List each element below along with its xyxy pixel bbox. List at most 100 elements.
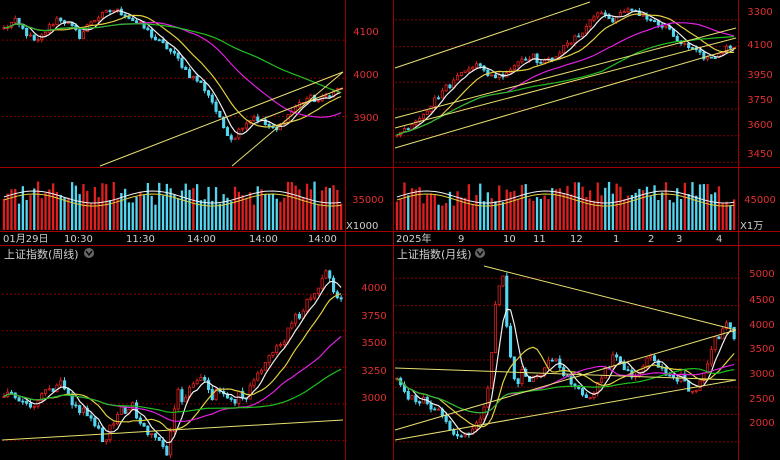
volume-bar bbox=[679, 199, 683, 230]
candle-body bbox=[263, 361, 267, 371]
candle-body bbox=[320, 277, 324, 289]
candle-body bbox=[539, 62, 543, 64]
candle-body bbox=[21, 400, 25, 403]
candle-body bbox=[671, 374, 675, 378]
candle-body bbox=[172, 408, 177, 432]
candle-body bbox=[569, 42, 573, 45]
volume-bar bbox=[268, 194, 271, 230]
candle-body bbox=[448, 421, 452, 431]
candle-body bbox=[440, 90, 444, 99]
candle-body bbox=[25, 27, 29, 37]
candle-body bbox=[146, 425, 150, 436]
volume-bar bbox=[177, 198, 180, 230]
candle-body bbox=[474, 63, 478, 68]
candle-body bbox=[505, 275, 509, 327]
candle-body bbox=[528, 58, 532, 61]
tr-x-tick: 2025年 bbox=[396, 232, 431, 245]
candle-body bbox=[550, 359, 554, 362]
candle-body bbox=[127, 16, 131, 19]
volume-bar bbox=[467, 184, 470, 230]
volume-bar bbox=[452, 205, 455, 230]
candle-body bbox=[592, 392, 596, 398]
candle-body bbox=[225, 127, 230, 136]
volume-bar bbox=[55, 191, 59, 230]
candle-body bbox=[150, 29, 154, 38]
volume-bar bbox=[101, 183, 104, 230]
candle-body bbox=[463, 70, 467, 73]
candle-body bbox=[44, 31, 48, 36]
candle-body bbox=[259, 369, 264, 374]
candle-body bbox=[709, 349, 713, 365]
volume-bar bbox=[706, 184, 709, 230]
br-y-tick: 2000 bbox=[749, 418, 774, 429]
candle-body bbox=[119, 406, 123, 415]
volume-bar bbox=[687, 194, 690, 230]
volume-bar bbox=[702, 184, 705, 230]
volume-bar bbox=[721, 203, 724, 230]
volume-bar bbox=[604, 187, 607, 230]
tr-y-tick: 3600 bbox=[747, 120, 772, 131]
volume-bar bbox=[403, 182, 406, 230]
bl-dropdown-icon[interactable] bbox=[84, 248, 94, 258]
candle-body bbox=[649, 18, 653, 22]
volume-bar bbox=[520, 185, 524, 230]
volume-bar bbox=[52, 183, 55, 230]
candle-body bbox=[100, 11, 105, 19]
candle-body bbox=[626, 369, 630, 372]
volume-bar bbox=[105, 184, 108, 230]
candle-body bbox=[706, 56, 710, 60]
bl-panel-title[interactable]: 上证指数(周线) bbox=[4, 247, 79, 261]
trendline bbox=[394, 367, 737, 381]
tl-volume-label: 35000 bbox=[352, 195, 384, 206]
candle-body bbox=[275, 345, 279, 353]
volume-bar bbox=[67, 197, 70, 230]
candle-body bbox=[316, 100, 320, 103]
volume-bar bbox=[226, 197, 229, 230]
br-panel-title[interactable]: 上证指数(月线) bbox=[397, 247, 472, 261]
br-y-tick: 3000 bbox=[749, 369, 774, 380]
candle-body bbox=[267, 355, 271, 363]
candle-body bbox=[539, 374, 543, 377]
candle-body bbox=[153, 433, 158, 438]
candle-body bbox=[210, 94, 214, 103]
volume-bar bbox=[407, 195, 410, 230]
volume-bar bbox=[169, 188, 172, 230]
volume-bar bbox=[698, 184, 702, 230]
candle-body bbox=[290, 322, 294, 329]
trendline-layer bbox=[1, 1, 737, 441]
volume-bar bbox=[543, 195, 546, 230]
tr-y-tick: 3300 bbox=[747, 7, 772, 18]
volume-bar bbox=[642, 190, 645, 230]
tr-y-tick: 3750 bbox=[747, 95, 772, 106]
candle-body bbox=[286, 327, 290, 343]
volume-bar bbox=[600, 195, 603, 230]
candle-body bbox=[562, 44, 566, 54]
candle-body bbox=[218, 111, 222, 118]
volume-bar bbox=[645, 186, 649, 230]
bl-y-tick: 4000 bbox=[361, 283, 386, 294]
candle-body bbox=[233, 398, 237, 404]
volume-bar bbox=[71, 182, 74, 230]
volume-bar bbox=[691, 182, 694, 230]
volume-bar bbox=[218, 203, 221, 230]
volume-bar bbox=[695, 195, 698, 230]
br-dropdown-icon[interactable] bbox=[475, 248, 485, 258]
br-y-tick: 4500 bbox=[749, 295, 774, 306]
volume-bar bbox=[445, 203, 448, 230]
candle-body bbox=[203, 82, 207, 92]
candle-body bbox=[165, 445, 169, 456]
tr-volume-label: 45000 bbox=[744, 195, 776, 206]
candle-body bbox=[89, 21, 93, 26]
candle-body bbox=[455, 433, 460, 437]
candle-body bbox=[169, 430, 173, 456]
tr-x-tick: 12 bbox=[570, 234, 583, 245]
candle-body bbox=[406, 390, 410, 400]
candle-body bbox=[191, 76, 195, 79]
volume-bar bbox=[161, 195, 165, 230]
candle-body bbox=[93, 417, 97, 427]
candle-body bbox=[418, 401, 422, 404]
volume-bar bbox=[517, 198, 520, 230]
trendline bbox=[231, 71, 344, 167]
trendline bbox=[394, 37, 737, 129]
candle-body bbox=[55, 17, 59, 26]
